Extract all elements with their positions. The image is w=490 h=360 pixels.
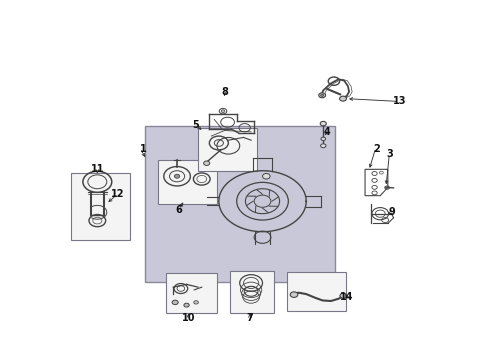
Text: 14: 14 <box>340 292 354 302</box>
Text: 12: 12 <box>111 189 124 199</box>
Text: 10: 10 <box>182 312 195 323</box>
Circle shape <box>320 121 326 126</box>
Circle shape <box>221 110 225 112</box>
Circle shape <box>204 161 210 166</box>
Circle shape <box>340 293 347 298</box>
Circle shape <box>263 174 270 179</box>
Text: 13: 13 <box>392 96 406 107</box>
Circle shape <box>184 303 189 307</box>
Circle shape <box>340 96 346 101</box>
FancyBboxPatch shape <box>230 270 274 314</box>
FancyBboxPatch shape <box>158 159 217 204</box>
Circle shape <box>318 93 325 98</box>
Circle shape <box>174 174 180 178</box>
Circle shape <box>290 292 298 297</box>
Text: 11: 11 <box>91 164 104 174</box>
Text: 4: 4 <box>324 127 330 137</box>
Circle shape <box>172 300 178 305</box>
Circle shape <box>321 137 325 140</box>
FancyBboxPatch shape <box>166 273 217 314</box>
Text: 5: 5 <box>193 120 199 130</box>
Text: 1: 1 <box>140 144 147 153</box>
Circle shape <box>320 94 324 96</box>
Text: 3: 3 <box>386 149 393 159</box>
FancyBboxPatch shape <box>287 272 346 311</box>
Text: 2: 2 <box>373 144 380 153</box>
Text: 7: 7 <box>246 312 253 323</box>
Circle shape <box>194 301 198 304</box>
FancyBboxPatch shape <box>145 126 335 282</box>
FancyBboxPatch shape <box>71 174 129 240</box>
Circle shape <box>320 144 326 148</box>
Text: 8: 8 <box>221 87 228 97</box>
FancyBboxPatch shape <box>198 128 257 171</box>
Text: 6: 6 <box>175 204 182 215</box>
Text: 9: 9 <box>388 207 395 217</box>
